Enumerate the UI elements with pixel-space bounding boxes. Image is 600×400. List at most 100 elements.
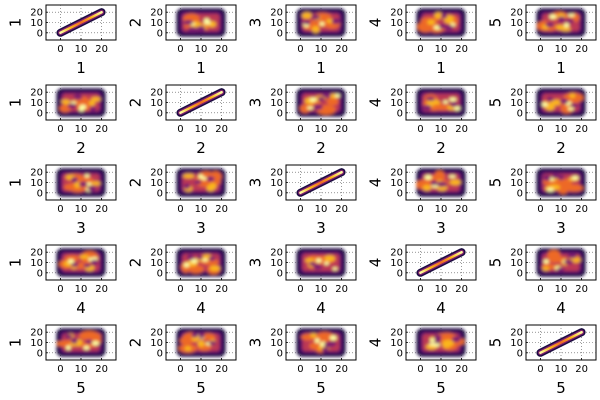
y-tick-label: 10 <box>510 178 523 189</box>
density-hotspot <box>430 100 441 105</box>
density-layer <box>56 8 106 37</box>
y-tick-label: 20 <box>510 88 523 99</box>
density-hotspot <box>74 181 81 189</box>
density-hotspot <box>91 181 101 186</box>
density-hotspot <box>427 19 436 25</box>
density-layer <box>536 328 586 357</box>
y-tick-label: 10 <box>390 18 403 29</box>
density-layer <box>296 328 346 357</box>
density-peak <box>319 21 325 26</box>
density-trough <box>322 92 331 98</box>
x-tick-label: 20 <box>575 124 588 135</box>
density-peak <box>549 14 557 20</box>
y-axis-label: 2 <box>127 178 145 188</box>
x-tick-label: 20 <box>95 364 108 375</box>
x-axis-label: 1 <box>196 59 206 77</box>
x-tick-label: 0 <box>297 44 303 55</box>
y-axis-label: 2 <box>127 338 145 348</box>
density-hotspot <box>449 179 462 186</box>
density-trough <box>186 254 194 260</box>
density-layer <box>176 248 226 277</box>
density-peak <box>83 345 90 350</box>
density-layer <box>176 88 226 117</box>
y-tick-label: 0 <box>397 108 403 119</box>
y-tick-label: 20 <box>510 8 523 19</box>
density-trough <box>309 261 316 266</box>
density-trough <box>67 103 77 109</box>
y-tick-label: 0 <box>157 348 163 359</box>
x-axis-label: 5 <box>556 379 566 397</box>
density-layer <box>416 248 466 277</box>
y-tick-label: 20 <box>390 248 403 259</box>
y-tick-label: 20 <box>390 8 403 19</box>
density-heatmap <box>176 248 226 277</box>
density-trough <box>70 337 78 344</box>
y-tick-label: 20 <box>30 8 43 19</box>
y-axis-label: 3 <box>247 18 265 28</box>
density-peak <box>329 335 337 341</box>
x-tick-label: 0 <box>57 204 63 215</box>
y-axis-label: 1 <box>7 258 25 268</box>
y-axis-label: 2 <box>127 258 145 268</box>
x-tick-label: 10 <box>195 124 208 135</box>
x-tick-label: 20 <box>575 364 588 375</box>
y-tick-label: 0 <box>517 108 523 119</box>
density-patch <box>179 336 193 346</box>
y-axis-label: 3 <box>247 338 265 348</box>
density-hotspot <box>326 18 334 24</box>
x-tick-label: 0 <box>177 124 183 135</box>
density-peak <box>67 259 75 264</box>
x-axis-label: 5 <box>76 379 86 397</box>
y-tick-label: 10 <box>390 98 403 109</box>
density-band-core <box>59 10 103 35</box>
y-axis-label: 1 <box>7 18 25 28</box>
y-tick-label: 0 <box>277 268 283 279</box>
x-tick-label: 0 <box>57 364 63 375</box>
density-peak <box>541 102 549 107</box>
y-tick-label: 0 <box>517 348 523 359</box>
y-tick-label: 10 <box>510 258 523 269</box>
density-peak <box>571 175 579 180</box>
density-peak <box>334 93 341 98</box>
y-tick-label: 10 <box>150 338 163 349</box>
y-tick-label: 0 <box>397 348 403 359</box>
y-axis-label: 3 <box>247 178 265 188</box>
x-axis-label: 4 <box>196 299 206 317</box>
density-trough <box>208 340 217 346</box>
density-heatmap <box>536 8 586 37</box>
density-peak <box>183 262 190 268</box>
y-tick-label: 0 <box>517 28 523 39</box>
y-tick-label: 10 <box>30 338 43 349</box>
x-tick-label: 20 <box>335 204 348 215</box>
x-tick-label: 0 <box>297 284 303 295</box>
density-trough <box>196 25 206 32</box>
density-band-core <box>179 90 223 115</box>
density-hotspot <box>182 173 195 179</box>
y-axis-label: 1 <box>7 178 25 188</box>
density-patch <box>79 330 100 341</box>
y-axis-label: 5 <box>487 178 505 188</box>
x-tick-label: 20 <box>455 284 468 295</box>
y-tick-label: 0 <box>37 348 43 359</box>
x-tick-label: 20 <box>95 44 108 55</box>
y-axis-label: 5 <box>487 258 505 268</box>
y-tick-label: 0 <box>157 28 163 39</box>
y-tick-label: 0 <box>277 28 283 39</box>
y-tick-label: 10 <box>30 178 43 189</box>
y-tick-label: 20 <box>270 88 283 99</box>
density-trough <box>324 341 334 348</box>
x-tick-label: 20 <box>215 124 228 135</box>
y-tick-label: 10 <box>270 178 283 189</box>
density-heatmap <box>56 248 106 277</box>
y-axis-label: 5 <box>487 338 505 348</box>
density-layer <box>296 248 346 277</box>
y-axis-label: 4 <box>367 178 385 188</box>
density-trough <box>70 177 78 183</box>
density-trough <box>422 104 432 111</box>
